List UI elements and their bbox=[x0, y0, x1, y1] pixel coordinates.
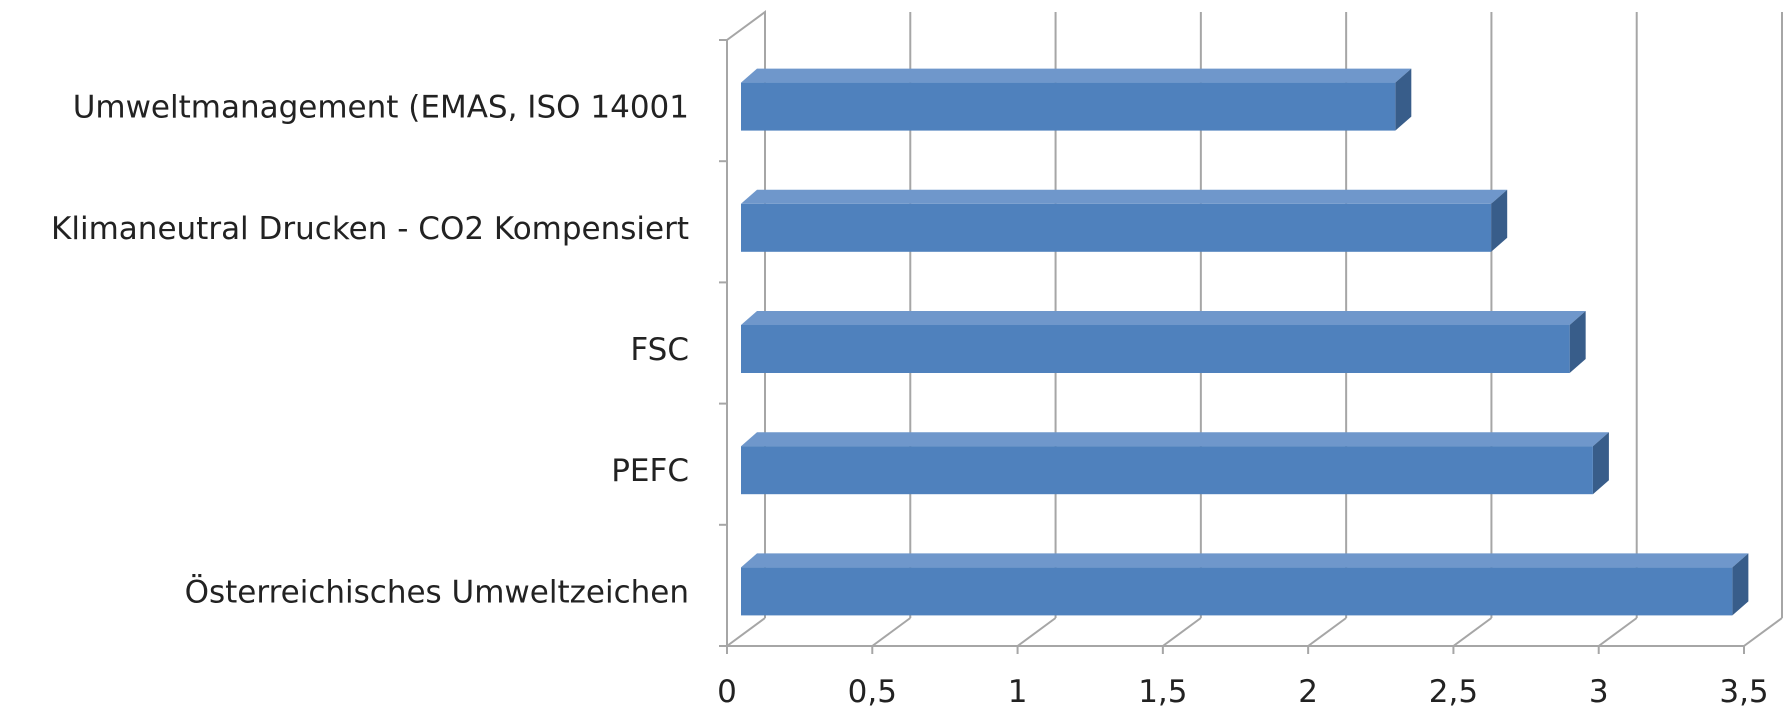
x-tick-label: 3,5 bbox=[1719, 674, 1768, 710]
x-tick-label: 3 bbox=[1589, 674, 1609, 710]
floor-gridline bbox=[1162, 617, 1202, 647]
bars bbox=[741, 68, 1749, 616]
bar bbox=[741, 553, 1749, 616]
bar-side-face bbox=[1491, 189, 1508, 252]
bar-front-face bbox=[741, 82, 1396, 131]
bar-side-face bbox=[1732, 553, 1749, 616]
floor-gridline bbox=[1743, 617, 1783, 647]
bar-top-face bbox=[741, 432, 1609, 447]
x-tick-label: 1,5 bbox=[1138, 674, 1187, 710]
floor-gridline bbox=[1598, 617, 1638, 647]
category-label: Klimaneutral Drucken - CO2 Kompensiert bbox=[51, 211, 689, 247]
bar-front-face bbox=[741, 446, 1593, 495]
bar-front-face bbox=[741, 325, 1570, 373]
x-tick-label: 0,5 bbox=[848, 674, 897, 710]
bar-top-face bbox=[741, 68, 1412, 83]
category-label: Österreichisches Umweltzeichen bbox=[185, 573, 689, 610]
x-tick-label: 0 bbox=[717, 674, 737, 710]
x-tick-label: 2,5 bbox=[1429, 674, 1478, 710]
floor-gridline bbox=[871, 617, 911, 647]
bar bbox=[741, 311, 1586, 373]
floor-gridline bbox=[726, 617, 766, 647]
bar-side-face bbox=[1569, 311, 1586, 373]
floor-gridline bbox=[1452, 617, 1493, 647]
labels: 0 0,5 1 1,5 2 2,5 3 3,5 Umweltmanagement (EMAS, … bbox=[51, 90, 1769, 710]
bar-top-face bbox=[741, 189, 1508, 204]
bar bbox=[741, 68, 1412, 131]
floor-gridline bbox=[1307, 617, 1347, 647]
bar bbox=[741, 189, 1508, 252]
bar-top-face bbox=[741, 311, 1586, 325]
category-label: Umweltmanagement (EMAS, ISO 14001 bbox=[73, 90, 689, 126]
bar-front-face bbox=[741, 203, 1492, 252]
category-label: PEFC bbox=[611, 453, 689, 489]
x-tick-label: 2 bbox=[1298, 674, 1318, 710]
floor-gridline bbox=[1016, 617, 1057, 647]
bar-side-face bbox=[1592, 432, 1609, 495]
bar bbox=[741, 432, 1609, 495]
bar-front-face bbox=[741, 567, 1733, 616]
bar-side-face bbox=[1395, 68, 1412, 131]
x-tick-label: 1 bbox=[1008, 674, 1028, 710]
category-label: FSC bbox=[630, 332, 689, 368]
bar-top-face bbox=[741, 553, 1749, 568]
